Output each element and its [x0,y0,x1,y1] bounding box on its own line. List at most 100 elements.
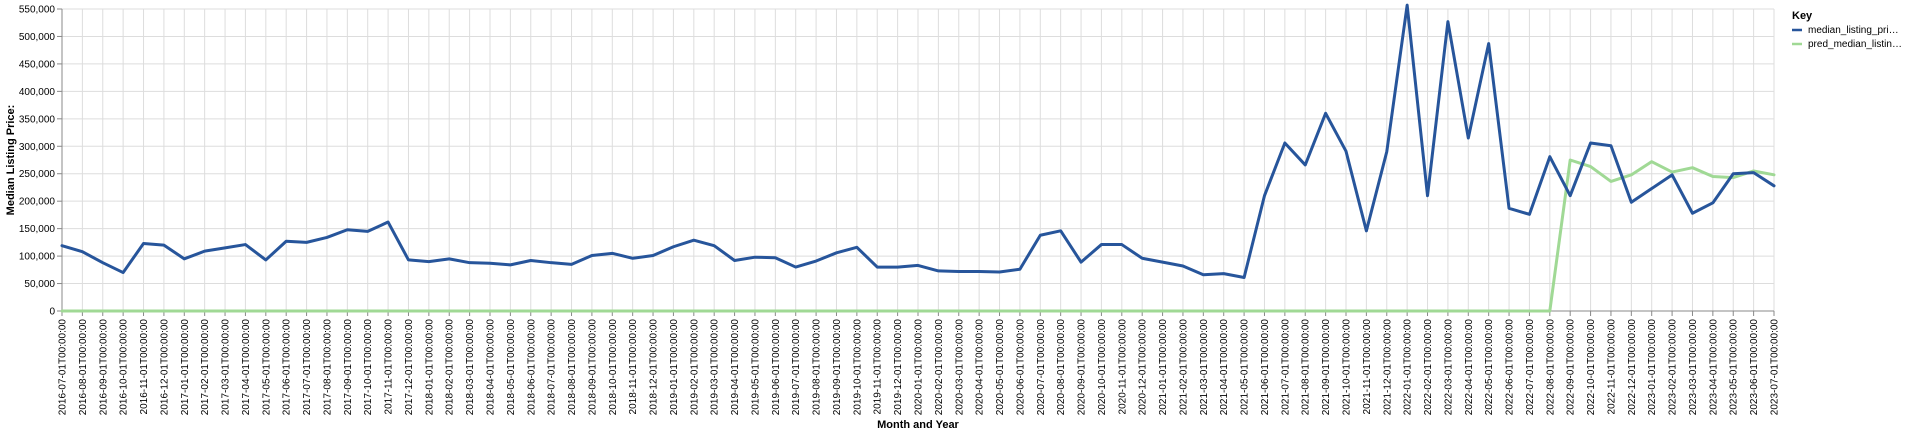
x-tick-label: 2021-07-01T00:00:00 [1280,319,1291,416]
x-tick-label: 2020-01-01T00:00:00 [914,319,925,416]
x-tick-label: 2022-11-01T00:00:00 [1606,319,1617,415]
x-tick-label: 2018-06-01T00:00:00 [526,319,537,416]
x-tick-label: 2022-10-01T00:00:00 [1586,319,1597,416]
x-tick-label: 2020-09-01T00:00:00 [1077,319,1088,416]
x-tick-label: 2018-04-01T00:00:00 [486,319,497,416]
legend: Key median_listing_pri… pred_median_listi… [1792,10,1902,50]
x-tick-label: 2021-05-01T00:00:00 [1240,319,1251,416]
x-tick-label: 2021-01-01T00:00:00 [1158,319,1169,416]
x-tick-label: 2019-04-01T00:00:00 [730,319,741,416]
y-tick-label: 0 [49,307,55,318]
x-tick-label: 2023-06-01T00:00:00 [1749,319,1760,416]
x-tick-label: 2020-02-01T00:00:00 [934,319,945,416]
x-tick-label: 2021-02-01T00:00:00 [1178,319,1189,416]
x-tick-label: 2020-07-01T00:00:00 [1036,319,1047,416]
x-tick-label: 2023-02-01T00:00:00 [1668,319,1679,416]
x-tick-label: 2020-10-01T00:00:00 [1097,319,1108,416]
x-tick-label: 2019-03-01T00:00:00 [710,319,721,416]
x-tick-label: 2020-04-01T00:00:00 [975,319,986,416]
y-tick-label: 150,000 [19,224,56,235]
x-tick-label: 2022-12-01T00:00:00 [1627,319,1638,416]
x-tick-label: 2021-04-01T00:00:00 [1219,319,1230,416]
x-tick-label: 2023-07-01T00:00:00 [1770,319,1781,416]
x-tick-label: 2017-05-01T00:00:00 [261,319,272,416]
x-tick-label: 2018-09-01T00:00:00 [587,319,598,416]
x-tick-label: 2016-07-01T00:00:00 [58,319,69,416]
y-tick-label: 500,000 [19,32,56,43]
x-tick-label: 2018-08-01T00:00:00 [567,319,578,416]
x-tick-label: 2019-11-01T00:00:00 [873,319,884,415]
x-tick-label: 2021-03-01T00:00:00 [1199,319,1210,416]
x-tick-label: 2019-10-01T00:00:00 [852,319,863,416]
x-tick-label: 2018-05-01T00:00:00 [506,319,517,416]
x-tick-label: 2019-12-01T00:00:00 [893,319,904,416]
series-line-1 [60,158,1776,313]
y-tick-label: 50,000 [24,279,55,290]
x-tick-label: 2023-01-01T00:00:00 [1647,319,1658,416]
x-tick-label: 2019-08-01T00:00:00 [812,319,823,416]
x-tick-label: 2021-10-01T00:00:00 [1342,319,1353,416]
x-tick-label: 2022-09-01T00:00:00 [1566,319,1577,416]
x-tick-label: 2018-11-01T00:00:00 [628,319,639,415]
legend-label: median_listing_pri… [1808,25,1899,36]
x-tick-label: 2020-12-01T00:00:00 [1138,319,1149,416]
x-axis: 2016-07-01T00:00:00 2016-08-01T00:00:00 20… [58,310,1781,416]
x-tick-label: 2019-07-01T00:00:00 [791,319,802,416]
x-tick-label: 2018-10-01T00:00:00 [608,319,619,416]
x-tick-label: 2022-05-01T00:00:00 [1484,319,1495,416]
y-tick-label: 400,000 [19,87,56,98]
x-tick-label: 2022-04-01T00:00:00 [1464,319,1475,416]
x-tick-label: 2022-06-01T00:00:00 [1505,319,1516,416]
y-tick-label: 550,000 [19,5,56,16]
x-tick-label: 2016-09-01T00:00:00 [98,319,109,416]
y-axis-title: Median Listing Price: [5,105,17,216]
x-tick-label: 2019-02-01T00:00:00 [689,319,700,416]
x-tick-label: 2016-08-01T00:00:00 [78,319,89,416]
x-tick-label: 2018-01-01T00:00:00 [424,319,435,416]
x-tick-label: 2019-05-01T00:00:00 [750,319,761,416]
x-tick-label: 2022-07-01T00:00:00 [1525,319,1536,416]
x-tick-label: 2023-04-01T00:00:00 [1708,319,1719,416]
x-tick-label: 2021-08-01T00:00:00 [1301,319,1312,416]
x-tick-label: 2022-02-01T00:00:00 [1423,319,1434,416]
x-tick-label: 2021-06-01T00:00:00 [1260,319,1271,416]
x-tick-label: 2019-06-01T00:00:00 [771,319,782,416]
x-tick-label: 2018-03-01T00:00:00 [465,319,476,416]
x-axis-title: Month and Year [877,419,959,431]
x-tick-label: 2022-01-01T00:00:00 [1403,319,1414,416]
x-tick-label: 2016-10-01T00:00:00 [119,319,130,416]
x-tick-label: 2017-12-01T00:00:00 [404,319,415,416]
x-tick-label: 2017-03-01T00:00:00 [221,319,232,416]
y-tick-label: 450,000 [19,59,56,70]
x-tick-label: 2020-05-01T00:00:00 [995,319,1006,416]
y-tick-label: 350,000 [19,114,56,125]
x-tick-label: 2020-08-01T00:00:00 [1056,319,1067,416]
x-tick-label: 2018-12-01T00:00:00 [649,319,660,416]
y-tick-label: 100,000 [19,252,56,263]
x-tick-label: 2017-09-01T00:00:00 [343,319,354,416]
x-tick-label: 2021-12-01T00:00:00 [1382,319,1393,416]
x-tick-label: 2022-08-01T00:00:00 [1545,319,1556,416]
x-tick-label: 2021-09-01T00:00:00 [1321,319,1332,416]
x-tick-label: 2017-06-01T00:00:00 [282,319,293,416]
y-axis: 0 50,000 100,000 150,000 200,000 250,000 300,0… [19,5,63,318]
y-tick-label: 300,000 [19,142,56,153]
x-tick-label: 2017-02-01T00:00:00 [200,319,211,416]
x-tick-label: 2017-08-01T00:00:00 [322,319,333,416]
y-tick-label: 200,000 [19,197,56,208]
x-tick-label: 2017-10-01T00:00:00 [363,319,374,416]
x-tick-label: 2018-02-01T00:00:00 [445,319,456,416]
x-tick-label: 2022-03-01T00:00:00 [1443,319,1454,416]
x-tick-label: 2019-09-01T00:00:00 [832,319,843,416]
x-tick-label: 2018-07-01T00:00:00 [547,319,558,416]
x-tick-label: 2017-04-01T00:00:00 [241,319,252,416]
x-tick-label: 2019-01-01T00:00:00 [669,319,680,416]
x-tick-label: 2016-12-01T00:00:00 [159,319,170,416]
x-tick-label: 2020-06-01T00:00:00 [1015,319,1026,416]
x-tick-label: 2017-11-01T00:00:00 [384,319,395,415]
legend-label: pred_median_listin… [1808,39,1902,50]
x-tick-label: 2023-05-01T00:00:00 [1729,319,1740,416]
series-line-0 [60,3,1776,280]
x-tick-label: 2017-07-01T00:00:00 [302,319,313,416]
